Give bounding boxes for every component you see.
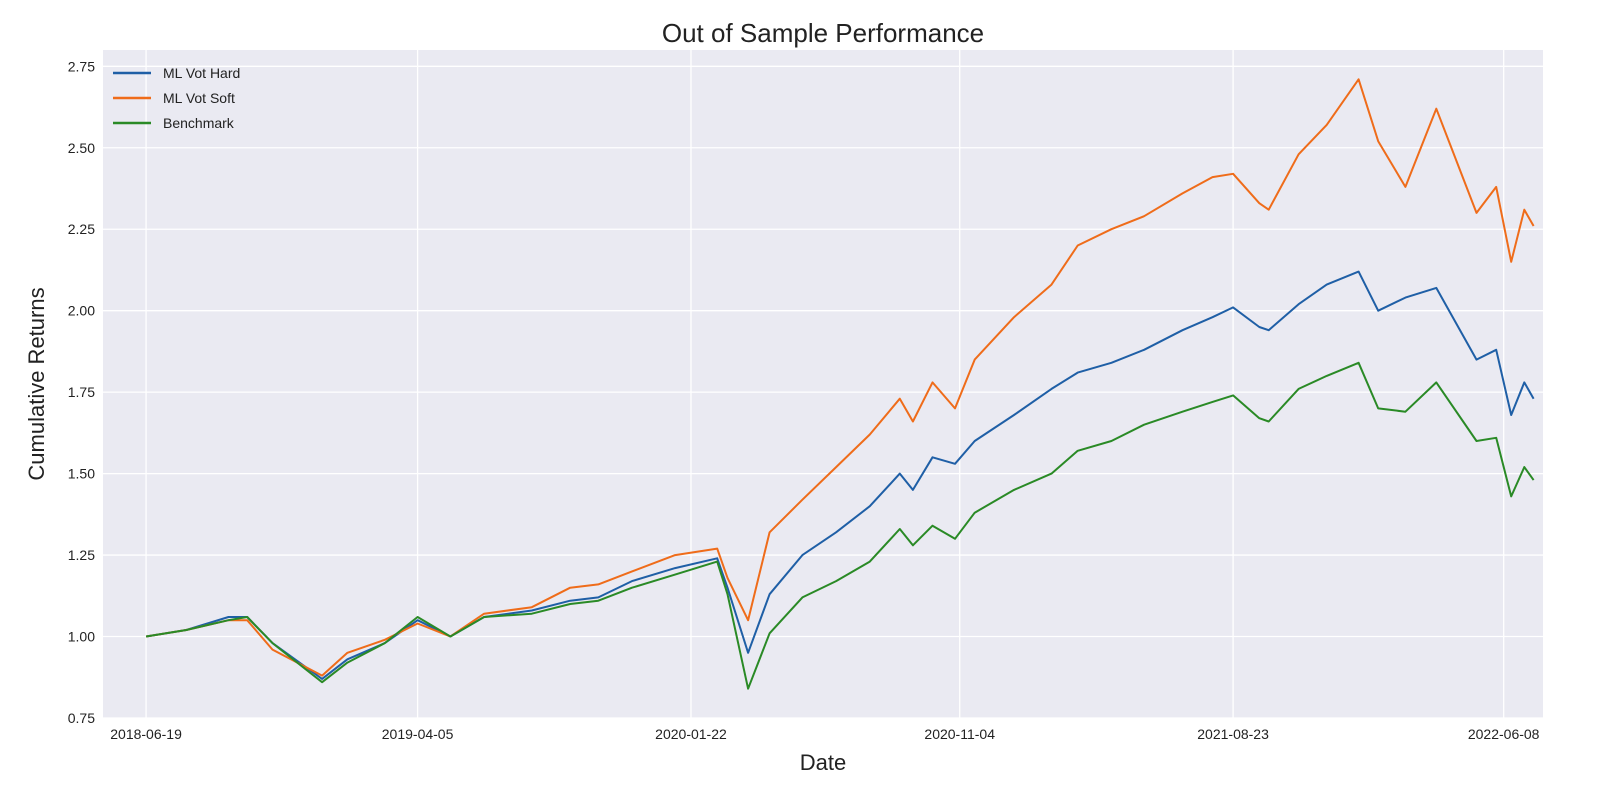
plot-background bbox=[103, 50, 1543, 718]
x-tick-label: 2022-06-08 bbox=[1468, 726, 1540, 742]
x-tick-label: 2018-06-19 bbox=[110, 726, 182, 742]
x-tick-label: 2019-04-05 bbox=[382, 726, 454, 742]
legend-label: Benchmark bbox=[163, 115, 235, 131]
x-axis-ticks: 2018-06-19 2019-04-05 2020-01-22 2020-11-04… bbox=[110, 726, 1539, 742]
x-axis-title: Date bbox=[800, 750, 846, 775]
series-lines bbox=[145, 78, 1535, 690]
y-tick-label: 2.75 bbox=[68, 58, 95, 74]
y-tick-label: 2.00 bbox=[68, 303, 95, 319]
y-tick-label: 1.75 bbox=[68, 384, 95, 400]
legend-label: ML Vot Soft bbox=[163, 90, 235, 106]
y-axis-title: Cumulative Returns bbox=[24, 287, 49, 480]
legend: ML Vot Hard ML Vot Soft Benchmark bbox=[113, 65, 240, 131]
legend-label: ML Vot Hard bbox=[163, 65, 240, 81]
y-tick-label: 2.25 bbox=[68, 221, 95, 237]
x-tick-label: 2020-01-22 bbox=[655, 726, 727, 742]
y-tick-label: 1.50 bbox=[68, 466, 95, 482]
grid-lines bbox=[103, 50, 1543, 719]
x-tick-label: 2021-08-23 bbox=[1197, 726, 1269, 742]
series-line-ml-vot-hard bbox=[145, 270, 1535, 680]
y-tick-label: 1.00 bbox=[68, 629, 95, 645]
y-axis-ticks: 0.75 1.00 1.25 1.50 1.75 2.00 2.25 2.50 2.75 bbox=[68, 58, 95, 726]
y-tick-label: 2.50 bbox=[68, 140, 95, 156]
chart-title: Out of Sample Performance bbox=[662, 18, 984, 48]
x-tick-label: 2020-11-04 bbox=[924, 726, 995, 742]
series-line-benchmark bbox=[145, 361, 1535, 690]
series-line-ml-vot-soft bbox=[145, 78, 1535, 677]
y-tick-label: 1.25 bbox=[68, 547, 95, 563]
y-tick-label: 0.75 bbox=[68, 710, 95, 726]
